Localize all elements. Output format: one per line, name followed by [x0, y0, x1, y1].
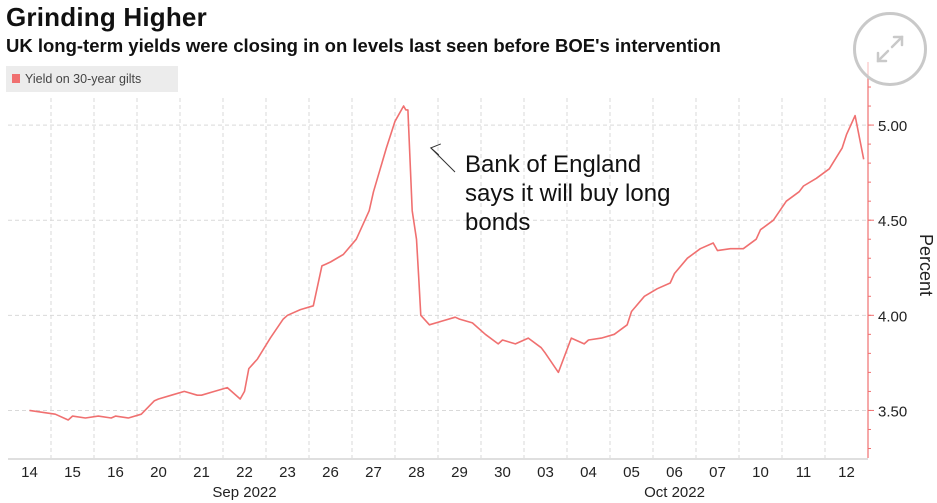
x-tick-label: 06: [666, 464, 683, 481]
x-tick-label: 22: [236, 464, 253, 481]
annotation-text-line: says it will buy long: [465, 180, 670, 207]
x-tick-label: 05: [623, 464, 640, 481]
y-axis-title: Percent: [916, 234, 936, 296]
chart-subtitle: UK long-term yields were closing in on l…: [6, 35, 721, 56]
x-tick-label: 04: [580, 464, 597, 481]
x-tick-label: 28: [408, 464, 425, 481]
expand-arrows-icon: [876, 35, 904, 63]
legend-swatch: [12, 74, 20, 83]
x-tick-label: 16: [107, 464, 124, 481]
x-tick-label: 07: [709, 464, 726, 481]
x-tick-label: 27: [365, 464, 382, 481]
x-tick-label: 10: [752, 464, 769, 481]
x-tick-label: 14: [21, 464, 38, 481]
annotation-text-line: bonds: [465, 209, 530, 236]
x-tick-label: 20: [150, 464, 167, 481]
x-tick-label: 12: [838, 464, 855, 481]
annotation-arrowhead: [429, 143, 441, 156]
x-tick-label: 29: [451, 464, 468, 481]
x-tick-label: 23: [279, 464, 296, 481]
y-tick-label: 4.00: [878, 308, 907, 325]
x-tick-label: 15: [64, 464, 81, 481]
legend-box: [6, 66, 178, 92]
chart-title: Grinding Higher: [6, 2, 207, 32]
x-tick-label: 03: [537, 464, 554, 481]
x-month-label: Sep 2022: [212, 484, 276, 501]
annotation-text-line: Bank of England: [465, 151, 641, 178]
x-tick-label: 11: [796, 464, 812, 481]
x-tick-label: 26: [322, 464, 339, 481]
legend-label: Yield on 30-year gilts: [25, 72, 141, 86]
y-tick-label: 3.50: [878, 403, 907, 420]
x-month-label: Oct 2022: [644, 484, 705, 501]
x-tick-label: 21: [193, 464, 210, 481]
x-tick-label: 30: [494, 464, 511, 481]
y-tick-label: 4.50: [878, 213, 907, 230]
y-tick-label: 5.00: [878, 118, 907, 135]
expand-button[interactable]: [853, 12, 927, 86]
series-line: [29, 105, 865, 421]
